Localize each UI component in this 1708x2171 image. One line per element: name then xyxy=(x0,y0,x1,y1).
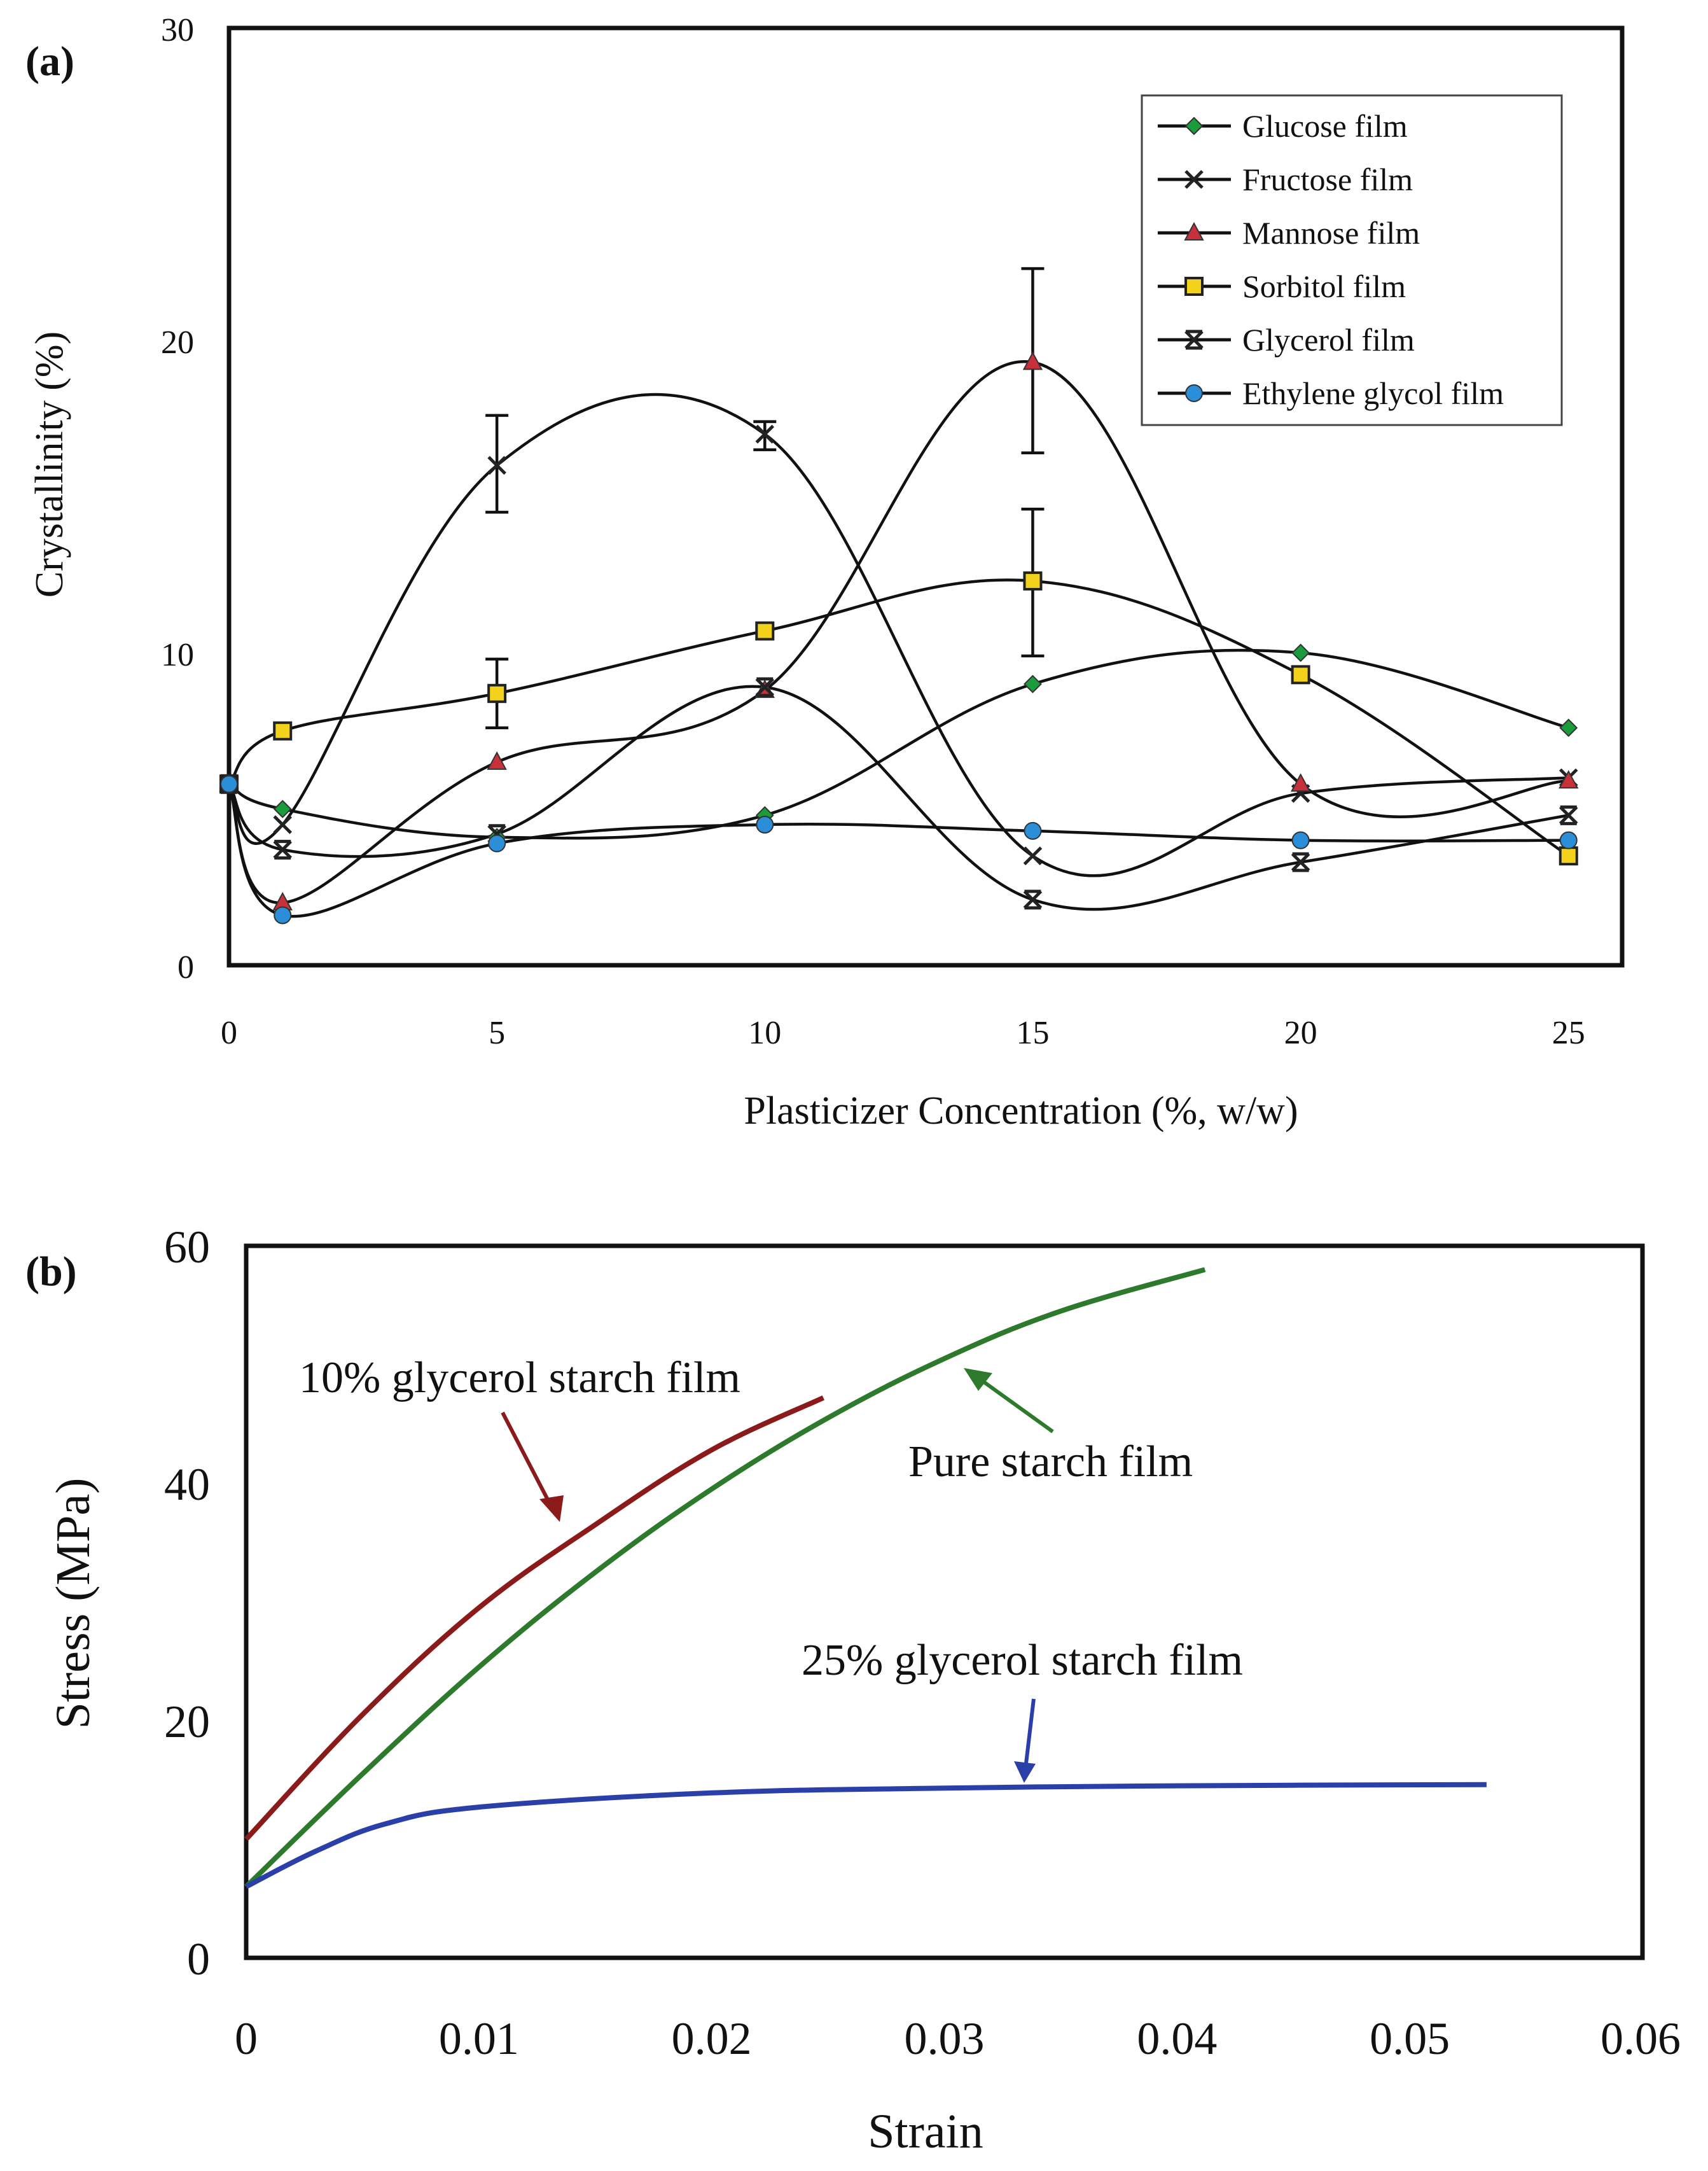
data-point-ethylene-glycol-film xyxy=(1559,831,1578,849)
annotation-25pct-glycerol: 25% glycerol starch film xyxy=(802,1636,1243,1685)
panel-b-x-tick-label: 0.05 xyxy=(1370,2013,1450,2064)
data-point-sorbitol-film xyxy=(755,621,775,641)
stress-strain-chart: (b) 0 20 40 60 0 0.01 0.02 0.03 0.04 0.05 0.06 St… xyxy=(25,1222,1681,2158)
data-point-ethylene-glycol-film xyxy=(220,775,238,793)
legend-marker-mannose-film xyxy=(1184,221,1204,241)
data-point-glycerol-film xyxy=(1023,890,1043,910)
legend: Glucose film Fructose film Mannose film Sor… xyxy=(1141,94,1563,426)
data-point-ethylene-glycol-film xyxy=(1291,831,1310,849)
legend-label-mannose-film: Mannose film xyxy=(1242,215,1420,251)
data-point-mannose-film xyxy=(1022,351,1043,370)
data-point-ethylene-glycol-film xyxy=(274,906,292,925)
legend-marker-ethylene-glycol-film xyxy=(1185,384,1203,402)
arrow-head-pure-starch xyxy=(964,1368,992,1391)
panel-a-x-tick-labels: 0 5 10 15 20 25 xyxy=(221,1015,1585,1051)
panel-a-y-tick-label: 0 xyxy=(177,949,194,986)
panel-b-x-tick-label: 0.06 xyxy=(1600,2013,1681,2064)
panel-b-x-tick-labels: 0 0.01 0.02 0.03 0.04 0.05 0.06 xyxy=(235,2013,1681,2064)
panel-b-y-tick-label: 20 xyxy=(164,1696,210,1747)
data-point-sorbitol-film xyxy=(1291,665,1310,685)
data-point-sorbitol-film xyxy=(1023,571,1043,591)
panel-a-y-axis-label: Crystallinity (%) xyxy=(28,332,71,597)
data-point-glucose-film xyxy=(1291,643,1310,662)
data-point-glucose-film xyxy=(273,800,292,818)
legend-label-ethylene-glycol-film: Ethylene glycol film xyxy=(1242,375,1504,411)
data-point-sorbitol-film xyxy=(487,683,507,703)
panel-a-label: (a) xyxy=(25,38,74,85)
data-point-glycerol-film xyxy=(755,677,775,697)
panel-a-x-tick-label: 15 xyxy=(1016,1015,1049,1051)
series-line-25-glycerol-starch-film xyxy=(245,1782,1487,1889)
panel-b-x-tick-label: 0.03 xyxy=(905,2013,985,2064)
panel-b-x-axis-label: Strain xyxy=(868,2105,983,2158)
arrow-head-10pct-glycerol xyxy=(539,1495,564,1522)
data-point-fructose-film xyxy=(755,424,775,444)
panel-a-y-tick-label: 30 xyxy=(161,12,194,48)
data-point-mannose-film xyxy=(487,751,507,770)
panel-a-plot-frame xyxy=(226,25,1625,968)
panel-b-y-axis-label: Stress (MPa) xyxy=(46,1478,100,1729)
panel-b-x-tick-label: 0 xyxy=(235,2013,258,2064)
data-point-glucose-film xyxy=(1024,674,1042,694)
data-point-ethylene-glycol-film xyxy=(756,816,774,834)
panel-a-y-tick-labels: 0 10 20 30 xyxy=(161,12,194,986)
data-point-fructose-film xyxy=(1023,846,1043,865)
panel-a-y-tick-label: 10 xyxy=(161,637,194,673)
panel-a-markers xyxy=(219,351,1579,925)
series-line-10-glycerol-starch-film xyxy=(244,1395,824,1841)
legend-label-glucose-film: Glucose film xyxy=(1242,108,1408,144)
data-point-glycerol-film xyxy=(487,824,506,844)
panel-b-y-tick-label: 60 xyxy=(164,1222,210,1273)
data-point-glycerol-film xyxy=(1291,852,1310,872)
data-point-ethylene-glycol-film xyxy=(488,834,506,853)
panel-a-x-tick-label: 10 xyxy=(748,1015,781,1051)
series-line-glucose-film xyxy=(228,648,1569,840)
data-point-sorbitol-film xyxy=(1559,846,1578,866)
panel-b-y-tick-label: 40 xyxy=(164,1459,210,1510)
panel-b-label: (b) xyxy=(25,1248,77,1295)
legend-marker-glucose-film xyxy=(1184,116,1204,136)
panel-b-x-tick-label: 0.04 xyxy=(1137,2013,1217,2064)
panel-b-plot-frame xyxy=(244,1243,1645,1960)
data-point-glycerol-film xyxy=(1559,805,1578,825)
legend-label-sorbitol-film: Sorbitol film xyxy=(1242,269,1406,304)
arrow-head-25pct-glycerol xyxy=(1014,1761,1036,1783)
legend-marker-glycerol-film xyxy=(1184,330,1204,350)
arrow-25pct-glycerol xyxy=(1024,1698,1036,1770)
data-point-mannose-film xyxy=(1559,770,1579,789)
panel-b-y-tick-label: 0 xyxy=(187,1934,210,1985)
panel-a-x-tick-label: 5 xyxy=(489,1015,505,1051)
panel-b-x-tick-label: 0.01 xyxy=(439,2013,519,2064)
data-point-fructose-film xyxy=(487,456,506,475)
legend-box xyxy=(1141,94,1563,426)
panel-a-y-tick-label: 20 xyxy=(161,325,194,361)
panel-b-curves xyxy=(244,1267,1487,1889)
data-point-glycerol-film xyxy=(273,839,292,860)
panel-b-x-tick-label: 0.02 xyxy=(672,2013,752,2064)
data-point-sorbitol-film xyxy=(273,721,293,741)
series-line-sorbitol-film xyxy=(228,578,1570,858)
panel-a-x-tick-label: 25 xyxy=(1552,1015,1585,1051)
annotation-pure-starch: Pure starch film xyxy=(908,1437,1193,1486)
legend-label-glycerol-film: Glycerol film xyxy=(1242,322,1415,358)
arrow-10pct-glycerol xyxy=(501,1411,557,1514)
data-point-ethylene-glycol-film xyxy=(1024,821,1042,840)
data-point-mannose-film xyxy=(1290,773,1311,792)
series-line-fructose-film xyxy=(228,393,1569,877)
data-point-glucose-film xyxy=(1559,718,1578,737)
arrow-pure-starch xyxy=(972,1372,1054,1434)
panel-a-x-tick-label: 0 xyxy=(221,1015,237,1051)
crystallinity-chart: (a) 0 10 20 30 0 5 10 15 20 25 Crystallinity (%)… xyxy=(25,12,1625,1133)
legend-marker-sorbitol-film xyxy=(1184,277,1204,296)
panel-a-x-tick-label: 20 xyxy=(1284,1015,1317,1051)
series-line-pure-starch-film xyxy=(244,1267,1206,1888)
panel-a-x-axis-label: Plasticizer Concentration (%, w/w) xyxy=(744,1089,1298,1133)
annotation-10pct-glycerol: 10% glycerol starch film xyxy=(299,1353,740,1402)
panel-a-error-bars xyxy=(485,267,1045,730)
legend-marker-fructose-film xyxy=(1184,170,1204,189)
panel-b-y-tick-labels: 0 20 40 60 xyxy=(164,1222,210,1985)
data-point-fructose-film xyxy=(273,815,292,834)
legend-label-fructose-film: Fructose film xyxy=(1242,162,1413,197)
